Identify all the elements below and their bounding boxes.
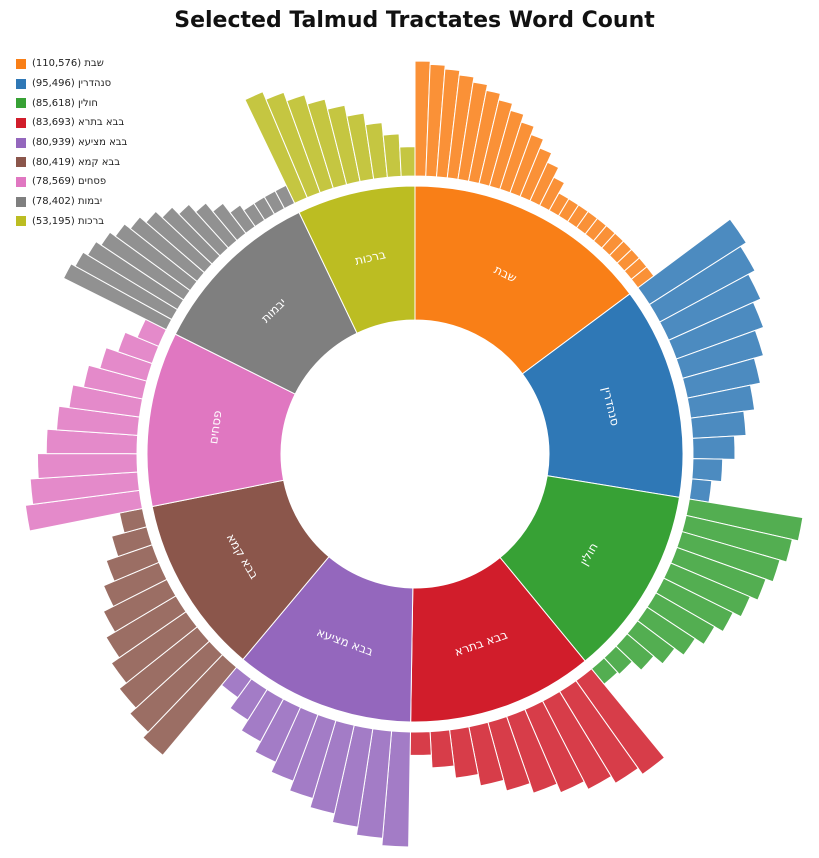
legend-label: בבא בתרא (83,693) <box>32 117 125 129</box>
legend-item: סנהדרין (95,496) <box>16 74 127 94</box>
chart-title: Selected Talmud Tractates Word Count <box>174 8 655 33</box>
legend-swatch <box>16 176 26 187</box>
chapter-segment[interactable] <box>429 729 455 769</box>
legend-label: חולין (85,618) <box>32 97 98 109</box>
legend-swatch <box>16 137 26 148</box>
legend-swatch <box>16 58 26 69</box>
chapter-segment[interactable] <box>688 478 713 503</box>
legend-swatch <box>16 98 26 109</box>
legend-label: פסחים (78,569) <box>32 176 107 188</box>
tractate-segment[interactable] <box>414 185 631 375</box>
tractate-label: פסחים <box>206 410 224 445</box>
legend-swatch <box>16 216 26 227</box>
legend-item: בבא בתרא (83,693) <box>16 113 127 133</box>
legend-swatch <box>16 117 26 128</box>
legend-item: ברכות (53,195) <box>16 212 127 232</box>
chapter-segment[interactable] <box>691 458 724 483</box>
legend-label: סנהדרין (95,496) <box>32 78 112 90</box>
chapter-segment[interactable] <box>409 731 432 756</box>
legend-swatch <box>16 196 26 207</box>
chapter-segment[interactable] <box>692 435 736 460</box>
tractate-segment[interactable] <box>298 185 416 334</box>
legend-label: יבמות (78,402) <box>32 196 103 208</box>
legend-swatch <box>16 78 26 89</box>
legend-item: חולין (85,618) <box>16 93 127 113</box>
chapter-segment[interactable] <box>399 146 416 177</box>
legend-label: ברכות (53,195) <box>32 215 104 227</box>
legend-label: בבא קמא (80,419) <box>32 156 120 168</box>
legend-item: בבא קמא (80,419) <box>16 152 127 172</box>
legend-item: בבא מציעא (80,939) <box>16 133 127 153</box>
legend-item: יבמות (78,402) <box>16 192 127 212</box>
tractate-label: ברכות <box>354 247 388 268</box>
outer-ring <box>24 60 804 848</box>
legend-swatch <box>16 157 26 168</box>
legend-label: בבא מציעא (80,939) <box>32 137 128 149</box>
legend-item: פסחים (78,569) <box>16 172 127 192</box>
legend: שבת (110,576) סנהדרין (95,496) חולין (85,6… <box>16 54 127 231</box>
legend-label: שבת (110,576) <box>32 58 104 70</box>
legend-item: שבת (110,576) <box>16 54 127 74</box>
inner-ring <box>146 185 684 723</box>
